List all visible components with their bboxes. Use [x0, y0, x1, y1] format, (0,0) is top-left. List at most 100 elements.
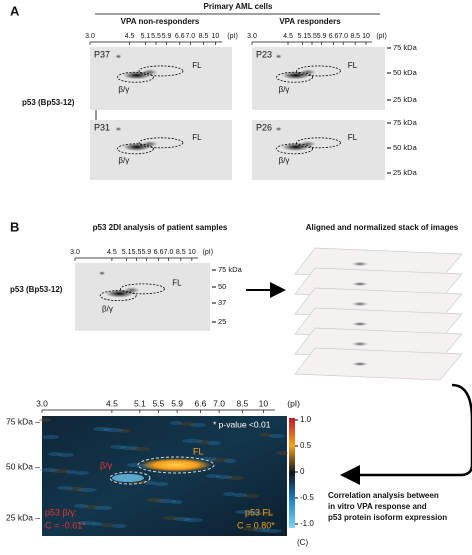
noise	[75, 471, 89, 475]
bg-label: β/γ	[102, 304, 113, 313]
noise	[156, 499, 176, 503]
kda-label: 25 kDa	[393, 168, 418, 177]
colorbar-label: 0.5	[300, 441, 312, 450]
pi-label: 4.5	[283, 33, 293, 40]
noise	[58, 453, 74, 457]
noise	[235, 510, 255, 514]
noise	[50, 469, 70, 473]
spot	[352, 362, 368, 366]
noise	[260, 512, 274, 516]
pi-label: 8.5	[199, 33, 209, 40]
pi-label: 4.5	[125, 33, 135, 40]
noise	[118, 429, 130, 433]
column-title: Aligned and normalized stack of images	[306, 223, 459, 232]
colorbar-unit: (C)	[297, 538, 308, 547]
spot	[352, 262, 368, 266]
kda-label: 75 kDa –	[6, 416, 40, 426]
noise	[110, 445, 126, 449]
pi-label: 7.0	[185, 33, 195, 40]
pi-label: 10	[188, 249, 196, 256]
fl-label: FL	[172, 279, 182, 288]
legend: * p-value <0.01	[213, 419, 271, 429]
noise	[262, 529, 282, 533]
bg-name: p53 β/γ:	[45, 507, 77, 517]
noise	[207, 441, 221, 445]
noise	[250, 511, 262, 515]
noise	[146, 498, 164, 502]
noise	[67, 487, 85, 491]
outline	[276, 143, 313, 155]
column-title: p53 2DI analysis of patient samples	[93, 223, 228, 232]
kda-label: 50 kDa	[393, 68, 418, 77]
sample-label: P37	[94, 49, 110, 59]
pi-label: 6.6	[195, 398, 207, 408]
spot	[115, 127, 122, 131]
noise	[183, 518, 203, 522]
noise	[182, 439, 202, 443]
kda-label: 25	[218, 317, 226, 326]
row-label: p53 (Bp53-12)	[22, 98, 75, 107]
caption: p53 protein isoform expression	[328, 513, 447, 522]
outline	[117, 143, 154, 155]
gel-image	[90, 47, 232, 110]
pi-label: (pI)	[203, 249, 214, 256]
column-title: VPA non-responders	[121, 17, 200, 26]
noise	[94, 506, 112, 510]
kda-label: 25 kDa	[393, 95, 418, 104]
outline	[137, 456, 215, 474]
pi-label: 5.9	[317, 33, 327, 40]
colorbar-label: -0.5	[300, 493, 314, 502]
pi-label: 10	[362, 33, 370, 40]
pi-label: 5.1	[141, 33, 151, 40]
pi-label: 4.5	[107, 249, 117, 256]
outline	[296, 65, 341, 77]
noise	[103, 428, 123, 432]
noise	[243, 494, 259, 498]
outline	[109, 471, 151, 485]
noise	[130, 447, 150, 451]
gel-image	[252, 47, 385, 110]
noise	[76, 521, 96, 525]
kda-label: 50 kDa	[393, 143, 418, 152]
pi-label: 5.9	[141, 249, 151, 256]
spot	[299, 69, 316, 76]
kda-label: 50 kDa –	[6, 461, 40, 471]
colorbar	[289, 418, 295, 528]
pi-label: 5.1	[298, 33, 308, 40]
noise	[65, 470, 77, 474]
noise	[209, 458, 229, 462]
noise	[84, 505, 100, 509]
bg-corr: C = -0.61*	[45, 520, 86, 530]
gel-image	[90, 120, 232, 180]
cold-spot	[112, 474, 144, 482]
noise	[77, 488, 97, 492]
pi-label: 5.1	[122, 249, 132, 256]
kda-label: 75 kDa	[393, 43, 418, 52]
kda-label: 75 kDa	[393, 118, 418, 127]
row-label: p53 (Bp53-12)	[10, 285, 63, 294]
hot-spot	[140, 458, 212, 472]
fl-label: FL	[192, 61, 202, 70]
noise	[127, 463, 141, 467]
noise	[252, 528, 270, 532]
noise	[91, 522, 103, 526]
noise	[40, 468, 58, 472]
pi-label: 8.5	[176, 249, 186, 256]
spot	[275, 127, 282, 131]
spot	[99, 271, 105, 276]
noise	[41, 435, 59, 439]
sample-label: P31	[94, 122, 110, 132]
noise	[154, 482, 168, 486]
colorbar-label: 0	[300, 467, 305, 476]
outline	[120, 283, 165, 295]
column-title: VPA responders	[279, 17, 341, 26]
caption: in vitro VPA response and	[328, 502, 427, 511]
pi-label: 5.9	[162, 33, 172, 40]
colorbar-label: 1.0	[300, 415, 312, 424]
panel-letter: B	[10, 219, 19, 234]
noise	[259, 433, 273, 437]
pi-label: 5.5	[132, 249, 142, 256]
pi-label: 8.5	[236, 398, 248, 408]
noise	[171, 500, 183, 504]
